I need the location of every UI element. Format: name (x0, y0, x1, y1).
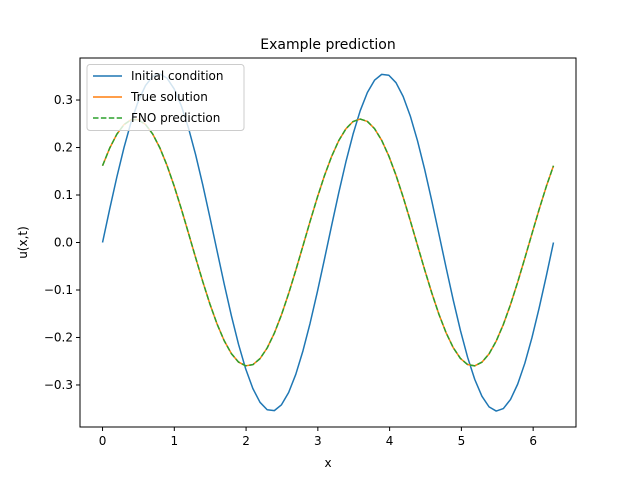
y-tick-label: −0.2 (44, 330, 73, 344)
legend-label: Initial condition (131, 69, 224, 83)
y-axis-label: u(x,t) (16, 226, 30, 259)
y-tick-label: 0.0 (54, 236, 73, 250)
y-tick-label: −0.1 (44, 283, 73, 297)
chart-title: Example prediction (260, 37, 395, 53)
x-tick-label: 5 (458, 434, 466, 448)
x-tick-label: 2 (242, 434, 250, 448)
series-line-fno-prediction (101, 118, 555, 367)
x-tick-label: 3 (314, 434, 322, 448)
x-tick-label: 1 (170, 434, 178, 448)
legend-label: FNO prediction (131, 111, 220, 125)
y-tick-label: 0.1 (54, 188, 73, 202)
x-tick-label: 4 (386, 434, 394, 448)
x-tick-label: 6 (529, 434, 537, 448)
legend-label: True solution (130, 90, 208, 104)
x-tick-label: 0 (99, 434, 107, 448)
y-tick-label: 0.2 (54, 141, 73, 155)
x-axis: 0 1 2 3 4 5 6 (99, 427, 537, 448)
y-axis: −0.3 −0.2 −0.1 0.0 0.1 0.2 0.3 (44, 93, 80, 392)
legend: Initial condition True solution FNO predic… (86, 64, 245, 131)
x-axis-label: x (324, 456, 331, 470)
legend-box (86, 64, 245, 131)
y-tick-label: −0.3 (44, 378, 73, 392)
y-tick-label: 0.3 (54, 93, 73, 107)
